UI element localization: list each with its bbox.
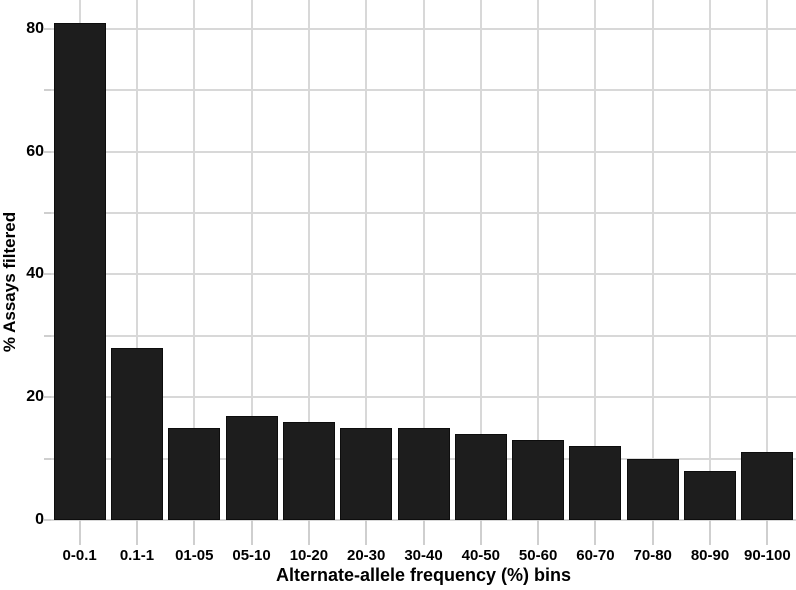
x-tick-label: 0.1-1: [119, 547, 155, 564]
y-tick-label: 20: [26, 388, 44, 406]
x-tick-label: 40-50: [461, 547, 500, 564]
bar-60-70: [569, 446, 622, 520]
y-axis-tick: [44, 212, 51, 215]
v-gridline: [250, 0, 253, 520]
y-axis-tick: [44, 396, 51, 399]
y-axis-tick: [44, 150, 51, 153]
x-axis-tick: [766, 520, 769, 545]
x-tick-label: 05-10: [232, 547, 271, 564]
y-axis-tick: [44, 27, 51, 30]
v-gridline: [422, 0, 425, 520]
x-axis-tick: [78, 520, 81, 545]
bar-40-50: [454, 434, 507, 520]
plot-area: [51, 0, 796, 521]
v-gridline: [193, 0, 196, 520]
x-tick-label: 80-90: [690, 547, 730, 564]
x-tick-label: 30-40: [404, 547, 443, 564]
bar-0.1-1: [110, 348, 163, 520]
x-tick-label: 0-0.1: [62, 547, 97, 564]
y-tick-label: 80: [26, 19, 44, 37]
y-tick-label: 0: [35, 511, 44, 528]
y-axis-tick: [44, 457, 51, 460]
x-tick-label: 70-80: [633, 547, 672, 564]
x-tick-label: 60-70: [576, 547, 615, 564]
x-axis-tick: [479, 520, 482, 545]
v-gridline: [135, 0, 138, 520]
v-gridline: [594, 0, 597, 520]
y-tick-label: 60: [26, 142, 44, 160]
bar-10-20: [282, 421, 335, 520]
v-gridline: [537, 0, 540, 520]
x-axis-tick: [709, 520, 712, 545]
x-axis-tick: [422, 520, 425, 545]
v-gridline: [651, 0, 654, 520]
v-gridline: [365, 0, 368, 520]
x-tick-label: 90-100: [743, 547, 791, 564]
x-tick-label: 10-20: [289, 547, 329, 564]
x-axis-tick: [193, 520, 196, 545]
y-tick-label: 40: [26, 265, 44, 283]
bar-0-0.1: [53, 22, 106, 520]
bar-01-05: [168, 427, 221, 520]
v-gridline: [307, 0, 310, 520]
bar-70-80: [626, 458, 679, 520]
bar-05-10: [225, 415, 278, 520]
v-gridline: [479, 0, 482, 520]
x-axis-tick: [135, 520, 138, 545]
y-axis-tick: [44, 519, 51, 521]
y-axis-tick: [44, 273, 51, 276]
x-tick-label: 01-05: [175, 547, 214, 564]
x-tick-label: 50-60: [518, 547, 558, 564]
bar-90-100: [741, 452, 794, 520]
x-axis-tick: [307, 520, 310, 545]
x-axis-tick: [537, 520, 540, 545]
bar-20-30: [340, 427, 393, 520]
v-gridline: [766, 0, 769, 520]
x-axis-tick: [250, 520, 253, 545]
x-axis-tick: [594, 520, 597, 545]
x-tick-label: 20-30: [347, 547, 386, 564]
bar-30-40: [397, 427, 450, 520]
x-axis-tick: [365, 520, 368, 545]
v-gridline: [709, 0, 712, 520]
bar-50-60: [512, 440, 565, 520]
x-axis-tick: [651, 520, 654, 545]
y-axis-tick: [44, 89, 51, 92]
bar-80-90: [684, 470, 737, 520]
y-axis-tick: [44, 334, 51, 337]
x-axis-title: Alternate-allele frequency (%) bins: [275, 565, 572, 585]
